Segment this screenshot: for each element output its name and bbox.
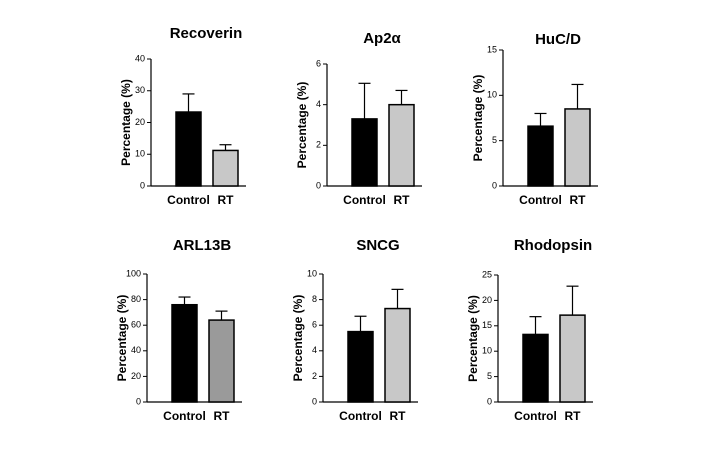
bar (351, 118, 378, 187)
y-axis-label: Percentage (%) (119, 79, 133, 166)
chart-title: Recoverin (170, 25, 243, 42)
y-tick-label: 0 (140, 180, 145, 190)
y-tick-label: 8 (312, 294, 317, 304)
y-tick-label: 25 (482, 269, 492, 279)
chart-title: SNCG (356, 237, 399, 254)
y-tick-label: 5 (487, 371, 492, 381)
y-axis-label: Percentage (%) (291, 295, 305, 382)
y-axis-label: Percentage (%) (295, 82, 309, 169)
y-tick-label: 6 (312, 320, 317, 330)
bar (175, 111, 202, 187)
x-tick-label: RT (214, 409, 231, 423)
y-tick-label: 6 (316, 58, 321, 68)
x-tick-label: RT (565, 409, 582, 423)
chart-title: Rhodopsin (514, 237, 592, 254)
x-tick-label: Control (343, 193, 386, 207)
bar (347, 330, 374, 403)
bar (208, 319, 235, 403)
y-tick-label: 4 (312, 345, 317, 355)
y-tick-label: 20 (482, 295, 492, 305)
y-tick-label: 0 (492, 180, 497, 190)
y-tick-label: 80 (131, 294, 141, 304)
y-tick-label: 15 (487, 44, 497, 54)
chart-title: HuC/D (535, 31, 581, 48)
y-tick-label: 40 (135, 53, 145, 63)
x-tick-label: Control (339, 409, 382, 423)
y-tick-label: 10 (135, 149, 145, 159)
y-tick-label: 10 (482, 346, 492, 356)
x-tick-label: Control (163, 409, 206, 423)
y-tick-label: 0 (487, 396, 492, 406)
y-tick-label: 100 (126, 268, 141, 278)
bar (527, 125, 554, 187)
x-tick-label: RT (570, 193, 587, 207)
y-tick-label: 4 (316, 99, 321, 109)
y-tick-label: 2 (316, 140, 321, 150)
y-tick-label: 20 (135, 117, 145, 127)
y-tick-label: 30 (135, 85, 145, 95)
x-tick-label: Control (514, 409, 557, 423)
y-axis-label: Percentage (%) (115, 295, 129, 382)
bar (564, 108, 591, 187)
x-tick-label: Control (167, 193, 210, 207)
bar (388, 103, 415, 187)
chart-title: ARL13B (173, 237, 232, 254)
y-tick-label: 15 (482, 320, 492, 330)
bar (559, 314, 586, 403)
y-tick-label: 40 (131, 345, 141, 355)
y-tick-label: 10 (307, 268, 317, 278)
y-tick-label: 0 (312, 396, 317, 406)
bar (522, 333, 549, 403)
y-tick-label: 5 (492, 135, 497, 145)
y-tick-label: 20 (131, 371, 141, 381)
bar (171, 303, 198, 403)
y-tick-label: 0 (316, 180, 321, 190)
y-axis-label: Percentage (%) (471, 75, 485, 162)
x-tick-label: RT (390, 409, 407, 423)
x-tick-label: RT (218, 193, 235, 207)
chart-title: Ap2α (363, 30, 401, 47)
bar (384, 307, 411, 403)
y-tick-label: 10 (487, 90, 497, 100)
bar (212, 149, 239, 187)
y-axis-label: Percentage (%) (466, 295, 480, 382)
y-tick-label: 0 (136, 396, 141, 406)
y-tick-label: 2 (312, 371, 317, 381)
x-tick-label: RT (394, 193, 411, 207)
y-tick-label: 60 (131, 320, 141, 330)
x-tick-label: Control (519, 193, 562, 207)
